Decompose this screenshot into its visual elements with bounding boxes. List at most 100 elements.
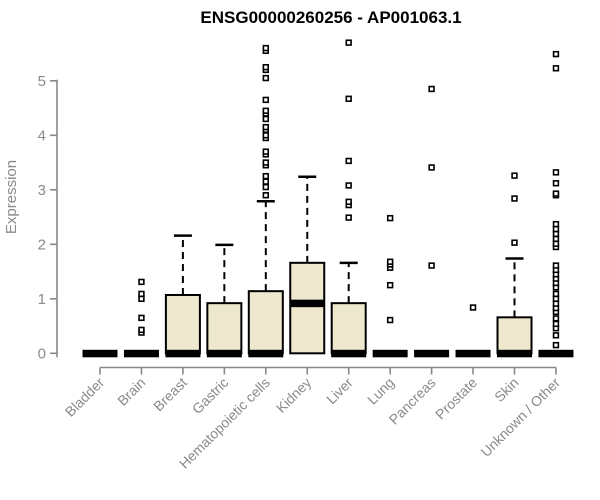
outlier-dot bbox=[552, 65, 560, 72]
median-bar bbox=[497, 349, 532, 358]
outlier-dot bbox=[262, 96, 269, 104]
boxplot-column-kidney bbox=[289, 175, 326, 355]
median-bar bbox=[82, 349, 118, 358]
median-bar bbox=[123, 349, 159, 358]
outlier-dot bbox=[552, 180, 560, 187]
outlier-dot bbox=[345, 214, 352, 221]
x-tick-label-brain: Brain bbox=[114, 374, 148, 408]
y-tick-label: 2 bbox=[38, 236, 46, 253]
y-axis: 0 1 2 3 4 5 bbox=[38, 73, 58, 362]
median-bar bbox=[206, 349, 242, 358]
outlier-dot bbox=[262, 63, 269, 71]
outlier-dot bbox=[138, 290, 145, 298]
outlier-dot bbox=[262, 115, 269, 123]
box bbox=[164, 293, 201, 355]
boxplot-column-skin bbox=[496, 172, 533, 358]
outlier-dot bbox=[262, 192, 269, 199]
boxplot-column-bladder bbox=[82, 349, 118, 358]
boxplot-column-lung bbox=[372, 214, 408, 358]
median-bar bbox=[331, 349, 367, 358]
outlier-dot bbox=[552, 341, 560, 349]
outlier-dot bbox=[262, 44, 269, 52]
outlier-dot bbox=[552, 230, 560, 238]
box bbox=[330, 302, 367, 355]
outlier-dot bbox=[552, 220, 560, 228]
outlier-dot bbox=[428, 262, 435, 269]
outlier-dot bbox=[552, 235, 560, 243]
median-bar bbox=[372, 349, 408, 358]
outlier-dot bbox=[262, 123, 269, 131]
median-bar bbox=[165, 349, 201, 358]
outlier-dot bbox=[511, 172, 518, 179]
box bbox=[206, 302, 243, 355]
x-tick-label-breast: Breast bbox=[150, 374, 190, 414]
median-bar bbox=[538, 349, 574, 358]
y-axis-label: Expression bbox=[3, 160, 20, 234]
median-bar bbox=[455, 349, 491, 358]
outlier-dot bbox=[552, 262, 560, 269]
box bbox=[496, 316, 533, 355]
outlier-dot bbox=[262, 132, 269, 139]
x-tick-label-unknown-other: Unknown / Other bbox=[477, 374, 563, 460]
outlier-dot bbox=[552, 169, 560, 176]
x-tick-label-skin: Skin bbox=[491, 374, 522, 405]
outlier-dot bbox=[552, 240, 560, 247]
outlier-dot bbox=[262, 159, 269, 166]
boxplot-column-prostate bbox=[455, 304, 491, 358]
outlier-dot bbox=[262, 178, 269, 185]
outlier-dot bbox=[552, 290, 560, 298]
outlier-dot bbox=[511, 195, 518, 202]
outlier-dot bbox=[262, 183, 269, 191]
box bbox=[247, 290, 284, 355]
outlier-dot bbox=[138, 278, 145, 286]
outlier-dot bbox=[345, 95, 352, 102]
outlier-dot bbox=[469, 304, 477, 311]
boxplot-column-brain bbox=[123, 278, 159, 358]
outlier-dot bbox=[262, 148, 269, 155]
outlier-dot bbox=[262, 172, 269, 180]
outlier-dot bbox=[552, 295, 560, 302]
box bbox=[289, 261, 326, 355]
boxplot-column-pancreas bbox=[414, 85, 450, 358]
boxplot-column-gastric bbox=[206, 243, 243, 358]
median-bar bbox=[414, 349, 450, 358]
x-tick-label-liver: Liver bbox=[323, 374, 356, 407]
outlier-dot bbox=[345, 182, 352, 189]
outlier-dot bbox=[386, 258, 394, 265]
outlier-dot bbox=[345, 39, 352, 46]
boxplot-column-liver bbox=[330, 39, 367, 358]
outlier-dot bbox=[552, 332, 560, 339]
plot-area bbox=[82, 39, 574, 358]
outlier-dot bbox=[552, 300, 560, 307]
outlier-dot bbox=[345, 157, 352, 165]
outlier-dot bbox=[386, 281, 394, 289]
y-tick-label: 4 bbox=[38, 127, 46, 144]
outlier-dot bbox=[428, 85, 435, 93]
outlier-dot bbox=[552, 50, 560, 58]
outlier-dot bbox=[138, 314, 145, 322]
outlier-dot bbox=[552, 225, 560, 233]
outlier-dot bbox=[138, 326, 145, 334]
outlier-dot bbox=[345, 198, 352, 205]
outlier-dot bbox=[262, 107, 269, 114]
outlier-dot bbox=[386, 214, 394, 222]
chart-title: ENSG00000260256 - AP001063.1 bbox=[200, 8, 461, 27]
outlier-dot bbox=[138, 295, 145, 302]
outlier-dot bbox=[511, 239, 518, 246]
y-tick-label: 0 bbox=[38, 345, 46, 362]
outlier-dot bbox=[552, 190, 560, 197]
median-bar bbox=[289, 299, 325, 308]
boxplot-column-breast bbox=[164, 234, 201, 358]
boxplot-column-hematopoietic-cells bbox=[247, 44, 284, 358]
outlier-dot bbox=[386, 316, 394, 324]
y-tick-label: 5 bbox=[38, 73, 46, 90]
boxplot-column-unknown-other bbox=[538, 50, 574, 358]
x-tick-label-kidney: Kidney bbox=[273, 374, 315, 416]
y-tick-label: 1 bbox=[38, 291, 46, 308]
x-tick-label-prostate: Prostate bbox=[432, 374, 480, 422]
x-tick-label-lung: Lung bbox=[364, 374, 397, 407]
outlier-dot bbox=[428, 164, 435, 171]
